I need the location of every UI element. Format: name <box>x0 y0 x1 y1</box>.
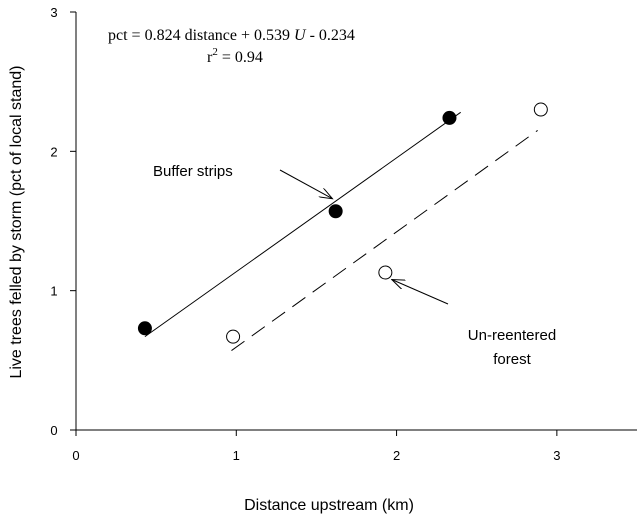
y-tick-label: 1 <box>50 284 57 299</box>
annotation-arrow-2 <box>392 280 449 305</box>
fit-line-series-2 <box>231 130 538 351</box>
filled-point-series-1 <box>442 110 457 125</box>
filled-point-series-1 <box>137 321 152 336</box>
x-tick-label: 3 <box>553 448 560 463</box>
fit-line-series-1 <box>144 111 461 338</box>
annotations: Buffer strips Un-reentered forest <box>153 163 556 368</box>
x-tick-label: 0 <box>72 448 79 463</box>
annotation-arrow-1 <box>279 169 332 199</box>
y-axis-label: Live trees felled by storm (pct of local… <box>8 65 25 378</box>
r-squared: r2 = 0.94 <box>207 46 263 66</box>
open-point-series-2 <box>378 265 393 280</box>
x-axis-label: Distance upstream (km) <box>244 497 414 514</box>
regression-equation: pct = 0.824 distance + 0.539 U - 0.234 <box>108 27 355 44</box>
filled-point-series-1 <box>328 204 343 219</box>
y-tick-label: 2 <box>50 144 57 159</box>
y-tick-label: 0 <box>50 423 57 438</box>
data-points <box>137 102 548 344</box>
y-tick-label: 3 <box>50 5 57 20</box>
x-tick-label: 2 <box>393 448 400 463</box>
open-point-series-2 <box>533 102 548 117</box>
annotation-label-2: forest <box>493 351 531 368</box>
axes: 0 1 2 3 0 1 2 3 <box>50 5 637 463</box>
annotation-label-2: Un-reentered <box>468 327 556 344</box>
x-tick-label: 1 <box>233 448 240 463</box>
open-point-series-2 <box>226 329 241 344</box>
annotation-label-1: Buffer strips <box>153 163 233 180</box>
fit-lines <box>144 111 538 351</box>
